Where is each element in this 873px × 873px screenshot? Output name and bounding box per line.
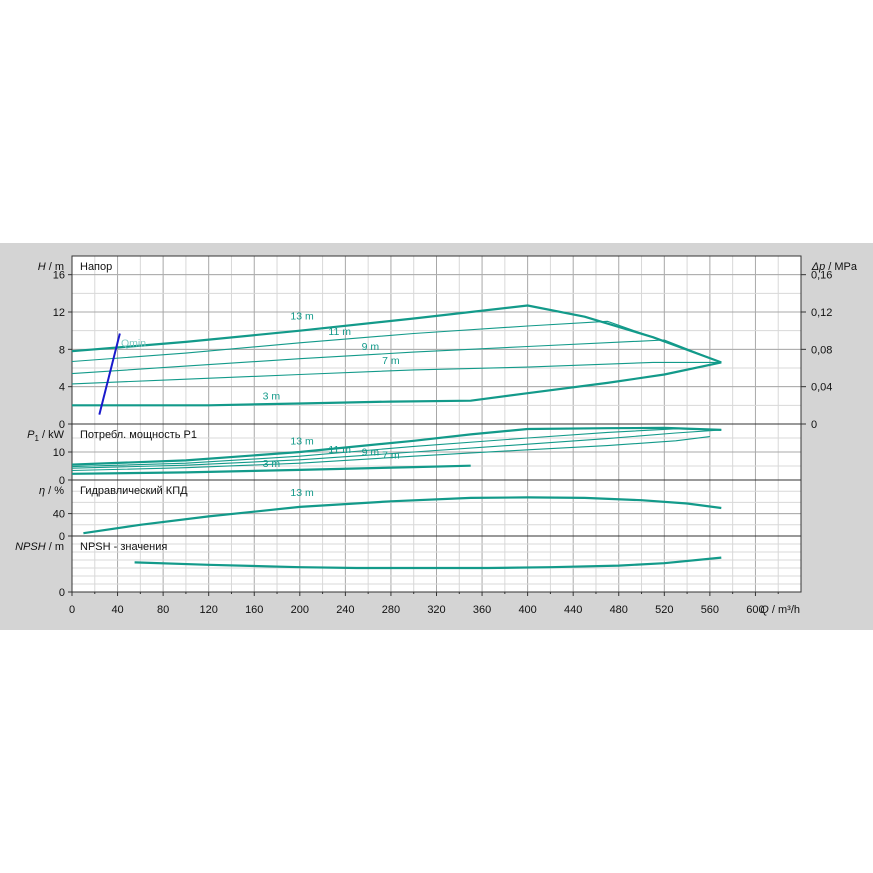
head-curve-label: 3 m [263, 391, 281, 403]
power-curve-11m [71, 428, 722, 468]
npsh-y-tick-label: 0 [59, 587, 65, 599]
efficiency-y-axis-label: η / % [39, 485, 64, 497]
x-axis-label: Q / m³/h [760, 604, 800, 616]
head-curve-7m [71, 361, 722, 385]
x-tick-label: 560 [701, 604, 719, 616]
head-y-tick-label: 8 [59, 344, 65, 356]
head-y-tick-label: 4 [59, 382, 65, 394]
power-y-tick-label: 10 [53, 447, 65, 459]
right-y-tick-label: 0,16 [811, 270, 832, 282]
head-curve-label: 7 m [382, 355, 400, 367]
power-curve-label: 3 m [263, 458, 281, 470]
power-curve-label: 13 m [290, 435, 314, 447]
x-tick-label: 200 [291, 604, 309, 616]
power-curve-label: 11 m [328, 444, 351, 456]
power-y-axis-label: P1 / kW [27, 429, 64, 443]
x-tick-label: 480 [610, 604, 628, 616]
efficiency-y-tick-label: 0 [59, 531, 65, 543]
head-y-tick-label: 12 [53, 307, 65, 319]
npsh-y-axis-label: NPSH / m [15, 541, 64, 553]
x-tick-label: 0 [69, 604, 75, 616]
right-y-tick-label: 0,12 [811, 307, 832, 319]
head-curve-label: 9 m [362, 341, 380, 353]
x-tick-label: 120 [200, 604, 218, 616]
qmin-line [98, 333, 121, 415]
chart-panel: 0 4 8 12 16 Напор H / m 0 0,04 0,08 0,12 0,16 Δp / M… [0, 243, 873, 630]
head-curve-label: 13 m [290, 310, 314, 322]
power-curve-label: 9 m [362, 447, 380, 459]
power-curve-7m [71, 436, 710, 472]
x-tick-label: 40 [111, 604, 123, 616]
npsh-curve-line [134, 556, 722, 570]
head-curve-11m [71, 320, 722, 363]
efficiency-panel-title: Гидравлический КПД [80, 485, 188, 497]
power-curve-label: 7 m [382, 449, 400, 461]
right-y-tick-label: 0,04 [811, 382, 832, 394]
right-axis-label: Δp / MPa [811, 261, 858, 273]
power-curve-9m [71, 429, 722, 469]
head-curve-label: 11 m [328, 326, 351, 338]
efficiency-curve-13m [83, 496, 722, 535]
power-curve-13m [71, 426, 722, 466]
efficiency-y-tick-label: 40 [53, 509, 65, 521]
power-y-tick-label: 0 [59, 475, 65, 487]
power-curve-3m [71, 464, 471, 475]
x-tick-label: 400 [518, 604, 536, 616]
head-y-tick-label: 0 [59, 419, 65, 431]
head-curve-3m [72, 361, 722, 407]
head-curve-9m [71, 339, 722, 375]
x-tick-label: 80 [157, 604, 169, 616]
x-tick-label: 320 [427, 604, 445, 616]
right-y-tick-label: 0,08 [811, 344, 832, 356]
efficiency-curve-label: 13 m [290, 487, 314, 499]
head-y-tick-label: 16 [53, 270, 65, 282]
power-panel-title: Потребл. мощность P1 [80, 429, 197, 441]
npsh-panel-title: NPSH - значения [80, 541, 167, 553]
right-y-tick-label: 0 [811, 419, 817, 431]
x-tick-label: 160 [245, 604, 263, 616]
x-tick-label: 520 [655, 604, 673, 616]
x-tick-label: 600 [746, 604, 764, 616]
x-tick-label: 240 [336, 604, 354, 616]
x-tick-label: 440 [564, 604, 582, 616]
head-panel-title: Напор [80, 261, 112, 273]
x-tick-label: 280 [382, 604, 400, 616]
head-y-axis-label: H / m [38, 261, 64, 273]
qmin-label: Qmin [121, 338, 146, 350]
x-tick-label: 360 [473, 604, 491, 616]
